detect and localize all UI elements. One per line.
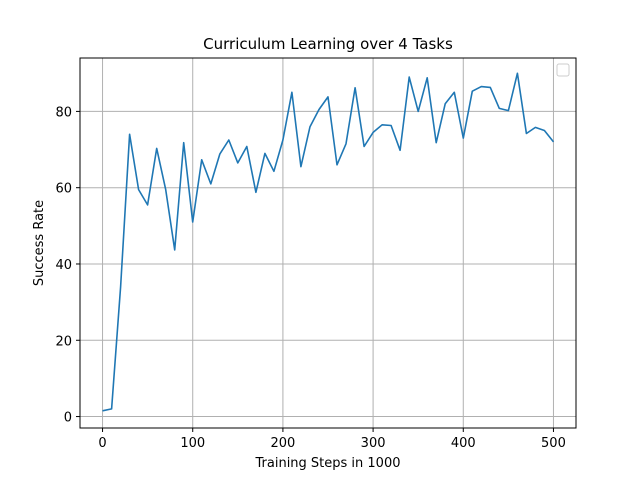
grid-lines [80,58,576,428]
x-tick-label: 400 [451,436,476,451]
y-tick-label: 80 [55,105,72,120]
y-tick-label: 60 [55,182,72,197]
series-lines [102,72,555,412]
legend-box [556,63,570,77]
x-tick-label: 200 [270,436,295,451]
chart-title: Curriculum Learning over 4 Tasks [203,35,453,53]
plot-frame [79,57,577,429]
x-tick-label: 0 [98,436,106,451]
series-line-0 [102,72,555,412]
y-axis-title: Success Rate [32,200,47,286]
x-tick-label: 100 [180,436,205,451]
axis-ticks: 0 100 200 300 400 500 0 20 40 60 80 [55,105,565,451]
y-tick-label: 0 [64,411,72,426]
y-tick-label: 20 [55,334,72,349]
x-tick-label: 500 [541,436,566,451]
y-tick-label: 40 [55,258,72,273]
x-axis-title: Training Steps in 1000 [255,456,401,471]
x-tick-label: 300 [361,436,386,451]
